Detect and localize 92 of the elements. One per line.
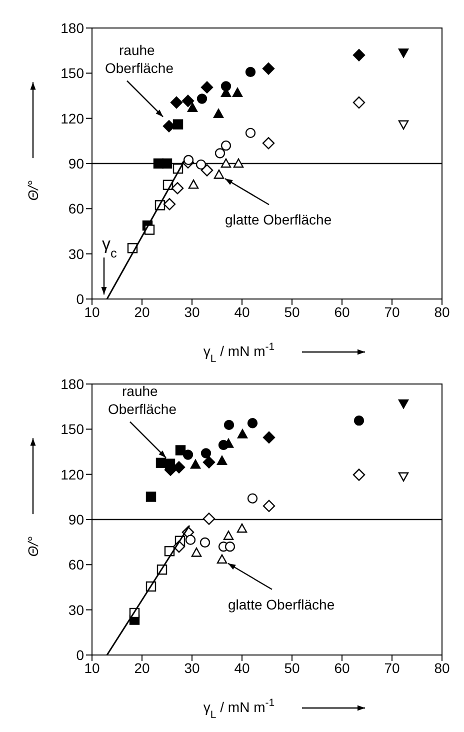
- x-axis-title: γ$_{L}$ / mN m$^{-1}$: [203, 341, 275, 365]
- point: [163, 198, 176, 210]
- x-tick-label: 20: [134, 660, 150, 676]
- point: [398, 399, 409, 409]
- y-axis-title: Θ/°: [25, 180, 41, 201]
- point: [196, 94, 208, 104]
- y-tick-label: 120: [60, 466, 84, 482]
- point: [190, 459, 201, 469]
- point: [183, 154, 194, 166]
- x-tick-label: 40: [234, 660, 250, 676]
- point: [352, 96, 366, 109]
- x-tick-label: 60: [334, 304, 350, 320]
- point: [191, 548, 202, 557]
- point: [398, 472, 409, 482]
- point: [162, 158, 172, 169]
- point: [220, 158, 232, 168]
- point: [262, 62, 275, 75]
- y-axis-title: Θ/°: [25, 536, 41, 557]
- y-tick-label: 120: [60, 110, 84, 126]
- x-tick-label: 30: [184, 304, 200, 320]
- point: [232, 88, 243, 97]
- annotation: rauhe Oberfläche: [105, 42, 174, 76]
- point: [175, 445, 186, 456]
- point: [200, 448, 212, 458]
- annotation: glatte Oberfläche: [228, 596, 335, 612]
- point: [171, 182, 184, 194]
- point: [214, 148, 226, 158]
- point: [182, 94, 194, 107]
- x-axis-title: γ$_{L}$ / mN m$^{-1}$: [203, 697, 275, 721]
- point: [213, 108, 224, 118]
- point: [185, 534, 196, 545]
- point: [182, 450, 194, 460]
- x-tick-label: 40: [234, 304, 250, 320]
- y-tick-label: 60: [68, 200, 84, 217]
- x-tick-label: 50: [284, 304, 300, 320]
- point: [223, 530, 234, 540]
- point: [233, 158, 244, 168]
- point: [196, 159, 206, 170]
- point: [398, 48, 409, 58]
- point: [224, 420, 234, 430]
- y-tick-label: 90: [68, 511, 84, 528]
- y-tick-label: 30: [68, 602, 84, 618]
- point: [224, 542, 236, 552]
- x-tick-label: 50: [284, 660, 300, 676]
- y-tick-label: 90: [68, 155, 84, 172]
- x-tick-label: 80: [434, 304, 450, 320]
- annotation: glatte Oberfläche: [225, 212, 332, 228]
- y-tick-label: 0: [76, 290, 84, 307]
- y-tick-label: 60: [68, 556, 84, 573]
- x-tick-label: 80: [434, 660, 450, 676]
- x-tick-label: 20: [134, 304, 150, 320]
- point: [262, 500, 276, 512]
- x-tick-label: 60: [334, 660, 350, 676]
- point: [200, 164, 214, 176]
- point: [200, 81, 214, 94]
- point: [354, 415, 364, 426]
- point: [188, 179, 199, 189]
- point: [216, 456, 228, 465]
- x-tick-label: 70: [384, 304, 400, 320]
- x-tick-label: 70: [384, 660, 400, 676]
- point: [187, 102, 198, 112]
- point: [200, 537, 210, 548]
- point: [202, 456, 216, 468]
- point: [352, 49, 366, 62]
- point: [220, 140, 232, 151]
- point: [146, 492, 156, 502]
- point: [236, 523, 248, 533]
- point: [247, 418, 258, 428]
- point: [216, 554, 228, 564]
- y-tick-label: 180: [60, 376, 84, 392]
- x-tick-label: 10: [84, 304, 100, 320]
- point: [245, 128, 256, 138]
- y-tick-label: 30: [68, 246, 84, 262]
- point: [202, 512, 216, 525]
- y-tick-label: 180: [60, 20, 84, 36]
- point: [214, 170, 224, 179]
- point: [170, 96, 183, 109]
- point: [172, 119, 184, 130]
- point: [262, 431, 276, 444]
- annotation: γ$_{c}$: [102, 234, 118, 260]
- y-tick-label: 150: [60, 65, 84, 82]
- point: [247, 493, 258, 504]
- x-tick-label: 10: [84, 660, 100, 676]
- point: [237, 429, 248, 438]
- y-tick-label: 150: [60, 421, 84, 438]
- point: [262, 137, 275, 150]
- point: [398, 120, 409, 130]
- annotation: rauhe Oberfläche: [108, 382, 177, 417]
- point: [352, 468, 366, 481]
- point: [245, 66, 256, 78]
- y-tick-label: 0: [76, 646, 84, 663]
- x-tick-label: 30: [184, 660, 200, 676]
